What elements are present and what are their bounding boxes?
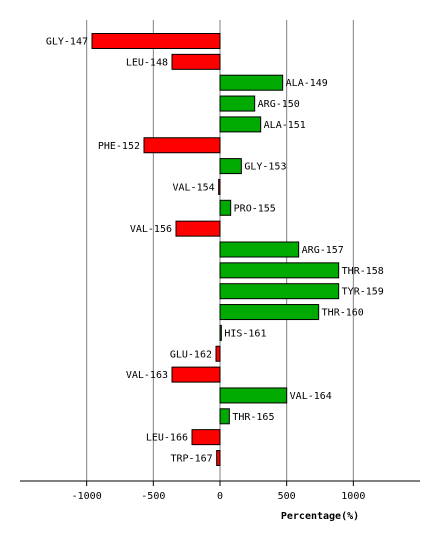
bar-label: ALA-151 <box>264 120 306 131</box>
bar <box>171 53 221 70</box>
bar <box>219 262 340 279</box>
bar <box>216 450 221 466</box>
bar <box>91 33 221 49</box>
bar <box>219 387 288 404</box>
bar-label: PHE-152 <box>98 141 140 152</box>
bar-label: TRP-167 <box>171 454 213 465</box>
bar-layer <box>91 33 340 466</box>
bar <box>219 241 300 258</box>
bar <box>215 345 221 362</box>
bar <box>219 74 284 91</box>
bar <box>219 116 262 133</box>
bar-label: VAL-154 <box>173 182 215 193</box>
bar-label: GLU-162 <box>170 349 212 360</box>
bar-label: GLY-147 <box>46 37 88 48</box>
bar-label: ARG-157 <box>302 245 344 256</box>
bar-label: TYR-159 <box>342 287 384 298</box>
bar <box>175 220 221 237</box>
bar-label: PRO-155 <box>234 203 276 214</box>
bar <box>219 283 340 300</box>
bar <box>143 137 221 154</box>
x-tick-label: -500 <box>141 491 165 502</box>
x-tick-label: 0 <box>217 491 223 502</box>
axis-layer: -1000 -500 0 500 1000 <box>20 480 420 502</box>
bar <box>218 178 221 195</box>
bar <box>171 366 221 383</box>
bar-label: ALA-149 <box>286 78 328 89</box>
bar-label: VAL-164 <box>290 391 332 402</box>
x-axis-label: Percentage(%) <box>281 511 359 522</box>
bar-label: ARG-150 <box>258 99 300 110</box>
bar <box>219 324 222 341</box>
bar-label: THR-160 <box>322 308 364 319</box>
bar-label: HIS-161 <box>224 328 266 339</box>
x-tick-label: 1000 <box>341 491 365 502</box>
x-tick-label: 500 <box>278 491 296 502</box>
x-tick-label: -1000 <box>72 491 102 502</box>
bar-label: LEU-166 <box>146 433 188 444</box>
bar-label: GLY-153 <box>244 162 286 173</box>
bar <box>219 158 242 175</box>
bar-label: THR-165 <box>232 412 274 423</box>
label-layer: GLY-147 LEU-148 ALA-149 ARG-150 ALA-151 PHE-1… <box>46 37 384 465</box>
bar-label: LEU-148 <box>126 57 168 68</box>
bar-label: VAL-163 <box>126 370 168 381</box>
bar <box>219 199 232 216</box>
bar <box>219 408 230 425</box>
bar-label: VAL-156 <box>130 224 172 235</box>
bar-label: THR-158 <box>342 266 384 277</box>
bar <box>191 429 221 446</box>
bar <box>219 95 256 112</box>
bar <box>219 304 320 321</box>
